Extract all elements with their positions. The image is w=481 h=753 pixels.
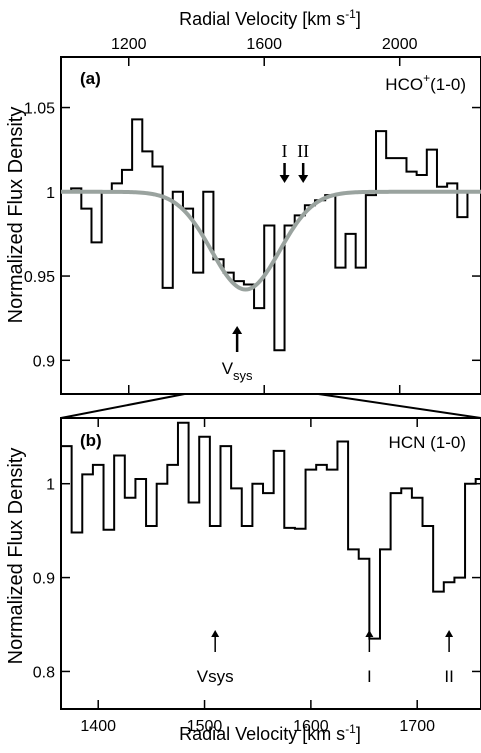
panel-a-arrow-label-vsys: Vsys — [222, 359, 253, 383]
panel-a-arrow-label-I: I — [282, 141, 288, 161]
panel-b-plot-frame — [60, 417, 481, 710]
panel-b-arrow-head-I — [365, 630, 374, 637]
panel-b-x-tick-label: 1400 — [80, 718, 116, 735]
panel-b-x-tick-label: 1700 — [399, 718, 435, 735]
panel-b-x-tick-label: 1600 — [293, 718, 329, 735]
panel-a-y-tick-label: 0.9 — [33, 353, 55, 370]
panel-b-arrow-label-I: I — [367, 667, 372, 686]
zoom-connector-right — [318, 393, 481, 419]
panel-b-y-tick-label: 0.9 — [33, 571, 55, 588]
panel-b-arrow-label-II: II — [444, 667, 453, 686]
panel-a-plot-frame — [60, 56, 481, 395]
panel-a-x-axis-title: Radial Velocity [km s-1] — [179, 7, 361, 29]
panel-a-arrow-label-II: II — [297, 141, 309, 161]
panel-a-y-tick-label: 0.95 — [24, 269, 55, 286]
panel-a-gaussian-fit — [61, 189, 481, 292]
panel-a-arrow-head-vsys — [232, 326, 243, 334]
panel-b-spectrum-line — [61, 421, 481, 640]
panel-a-arrow-head-II — [298, 175, 309, 183]
panel-a-y-axis-title: Normalized Flux Density — [5, 107, 27, 324]
panel-b-arrow-head-Vsys — [211, 630, 220, 637]
panel-a-spectrum-line — [61, 118, 481, 352]
panel-a-x-tick-label: 2000 — [382, 36, 418, 53]
panel-b-arrow-label-Vsys: Vsys — [197, 667, 234, 686]
panel-b-label: (b) — [80, 431, 102, 450]
panel-b-arrow-head-II — [445, 630, 454, 637]
panel-b-annotation: HCN (1-0) — [389, 433, 466, 452]
panel-b-y-tick-label: 1 — [46, 477, 55, 494]
panel-a-y-tick-label: 1.05 — [24, 101, 55, 118]
panel-a-x-tick-label: 1200 — [111, 36, 147, 53]
panel-a-y-tick-label: 1 — [46, 185, 55, 202]
panel-b-x-axis-title: Radial Velocity [km s-1] — [179, 722, 361, 744]
panel-a-label: (a) — [80, 69, 101, 88]
panel-b-y-axis-title: Normalized Flux Density — [5, 448, 27, 665]
panel-a-x-tick-label: 1600 — [246, 36, 282, 53]
panel-b-x-tick-label: 1500 — [187, 718, 223, 735]
panel-a-arrow-head-I — [279, 175, 290, 183]
panel-b-y-tick-label: 0.8 — [33, 664, 55, 681]
panel-a-annotation: HCO+(1-0) — [385, 71, 466, 94]
zoom-connector-left — [60, 393, 185, 419]
